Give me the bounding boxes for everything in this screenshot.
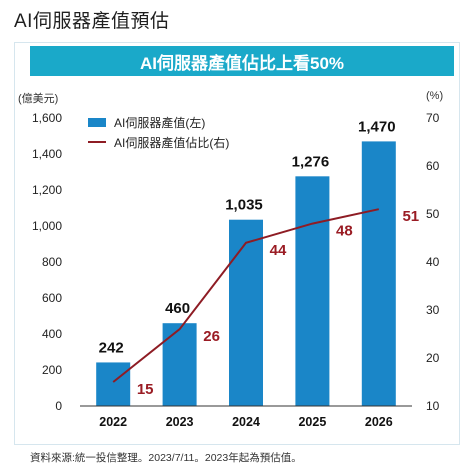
right-axis-tick: 20: [426, 351, 440, 365]
legend-bar-label: AI伺服器產值(左): [114, 115, 206, 130]
left-axis-tick: 1,400: [32, 147, 62, 161]
right-axis-tick: 50: [426, 207, 440, 221]
right-axis-tick: 70: [426, 111, 440, 125]
legend-line-label: AI伺服器產值佔比(右): [114, 135, 230, 150]
bar: [295, 176, 330, 406]
left-axis-tick: 1,200: [32, 183, 62, 197]
legend-line-swatch: [88, 141, 106, 143]
line-value-label: 51: [402, 208, 419, 225]
left-axis-tick: 1,600: [32, 111, 62, 125]
x-axis-tick: 2024: [232, 415, 260, 429]
left-axis-tick: 1,000: [32, 219, 62, 233]
left-axis-tick: 0: [55, 399, 62, 413]
bar: [162, 323, 197, 406]
line-value-label: 26: [203, 328, 220, 345]
bar: [361, 141, 396, 406]
left-axis-tick: 200: [42, 363, 62, 377]
line-value-label: 15: [137, 381, 154, 398]
line-value-label: 44: [270, 242, 287, 259]
bar-value-label: 1,470: [358, 118, 396, 135]
right-axis-tick: 10: [426, 399, 440, 413]
right-axis-tick: 40: [426, 255, 440, 269]
x-axis-tick: 2023: [166, 415, 194, 429]
bar-value-label: 242: [99, 339, 124, 356]
bar-value-label: 460: [165, 300, 190, 317]
legend-bar-swatch: [88, 117, 106, 127]
page-title: AI伺服器產值預估: [14, 11, 170, 32]
right-axis-tick: 30: [426, 303, 440, 317]
left-axis-tick: 800: [42, 255, 62, 269]
x-axis-tick: 2026: [365, 415, 393, 429]
legend-item-bar: AI伺服器產值(左): [88, 112, 229, 132]
legend-item-line: AI伺服器產值佔比(右): [88, 132, 229, 152]
left-axis-tick: 600: [42, 291, 62, 305]
chart-banner: AI伺服器產值佔比上看50%: [30, 46, 454, 76]
bar-value-label: 1,035: [225, 197, 263, 214]
x-axis-tick: 2025: [298, 415, 326, 429]
left-axis-unit: (億美元): [18, 93, 59, 105]
source-note: 資料來源:統一投信整理。2023/7/11。2023年起為預估值。: [30, 452, 302, 464]
left-axis-tick: 400: [42, 327, 62, 341]
right-axis-tick: 60: [426, 159, 440, 173]
bar: [229, 219, 263, 406]
bar: [96, 362, 131, 406]
right-axis-unit: (%): [426, 90, 444, 102]
x-axis-tick: 2022: [99, 415, 127, 429]
bar-value-label: 1,276: [292, 153, 330, 170]
line-value-label: 48: [336, 223, 353, 240]
legend: AI伺服器產值(左) AI伺服器產值佔比(右): [88, 112, 229, 152]
